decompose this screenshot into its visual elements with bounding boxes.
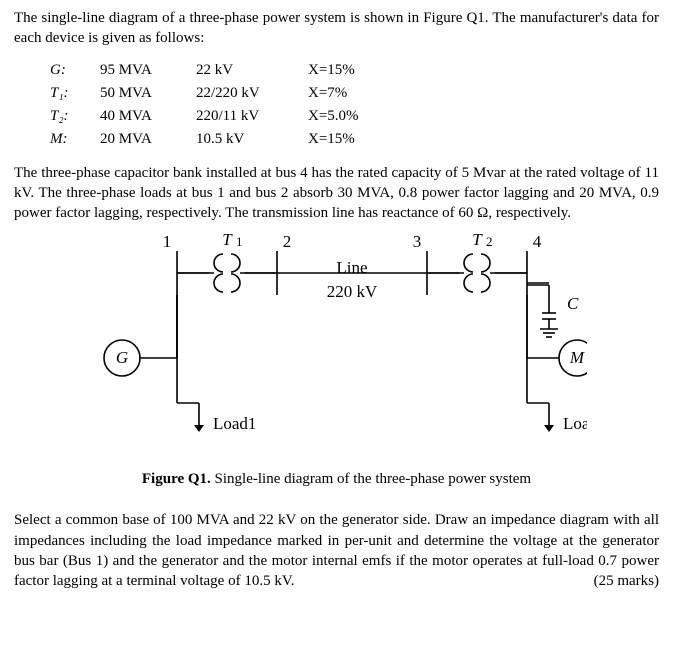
device-mva: 95 MVA: [100, 59, 196, 82]
svg-text:T: T: [472, 233, 483, 249]
svg-text:M: M: [568, 348, 584, 367]
device-label: G:: [50, 59, 100, 82]
svg-text:G: G: [115, 348, 127, 367]
device-label: T₁:: [50, 82, 100, 105]
svg-text:Load2: Load2: [563, 414, 587, 433]
device-x: X=7%: [308, 82, 398, 105]
marks-label: (25 marks): [594, 571, 659, 591]
table-row: T₂: 40 MVA 220/11 kV X=5.0%: [50, 105, 398, 128]
device-label: T₂:: [50, 105, 100, 128]
table-row: T₁: 50 MVA 22/220 kV X=7%: [50, 82, 398, 105]
svg-text:T: T: [222, 233, 233, 249]
device-table: G: 95 MVA 22 kV X=15% T₁: 50 MVA 22/220 …: [50, 59, 398, 151]
svg-text:2: 2: [486, 234, 493, 249]
table-row: G: 95 MVA 22 kV X=15%: [50, 59, 398, 82]
single-line-diagram: 1234T1T2Line220 kVGMCLoad1Load2: [87, 233, 587, 453]
svg-text:C: C: [567, 294, 579, 313]
svg-text:1: 1: [236, 234, 243, 249]
svg-text:3: 3: [412, 233, 421, 251]
device-x: X=5.0%: [308, 105, 398, 128]
task-text: Select a common base of 100 MVA and 22 k…: [14, 510, 659, 591]
task-body: Select a common base of 100 MVA and 22 k…: [14, 512, 659, 589]
figure-caption: Figure Q1. Single-line diagram of the th…: [14, 471, 659, 488]
svg-text:220 kV: 220 kV: [326, 282, 377, 301]
device-mva: 40 MVA: [100, 105, 196, 128]
device-kv: 10.5 kV: [196, 128, 308, 151]
table-row: M: 20 MVA 10.5 kV X=15%: [50, 128, 398, 151]
caption-text: Single-line diagram of the three-phase p…: [211, 471, 531, 487]
device-kv: 22/220 kV: [196, 82, 308, 105]
device-kv: 22 kV: [196, 59, 308, 82]
svg-text:2: 2: [282, 233, 291, 251]
svg-text:4: 4: [532, 233, 541, 251]
device-x: X=15%: [308, 128, 398, 151]
svg-text:Line: Line: [336, 258, 367, 277]
intro-text: The single-line diagram of a three-phase…: [14, 8, 659, 49]
svg-text:Load1: Load1: [213, 414, 256, 433]
device-mva: 20 MVA: [100, 128, 196, 151]
caption-bold: Figure Q1.: [142, 471, 211, 487]
device-kv: 220/11 kV: [196, 105, 308, 128]
device-label: M:: [50, 128, 100, 151]
device-mva: 50 MVA: [100, 82, 196, 105]
device-x: X=15%: [308, 59, 398, 82]
svg-text:1: 1: [162, 233, 171, 251]
description-text: The three-phase capacitor bank installed…: [14, 163, 659, 224]
